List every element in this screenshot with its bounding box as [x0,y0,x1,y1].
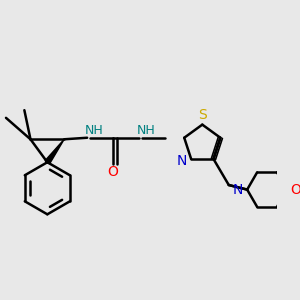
Text: O: O [108,165,118,179]
Text: O: O [291,183,300,196]
Text: N: N [233,183,243,196]
Text: N: N [176,154,187,167]
Polygon shape [45,139,64,164]
Text: S: S [199,108,207,122]
Text: NH: NH [136,124,155,136]
Text: NH: NH [85,124,103,136]
